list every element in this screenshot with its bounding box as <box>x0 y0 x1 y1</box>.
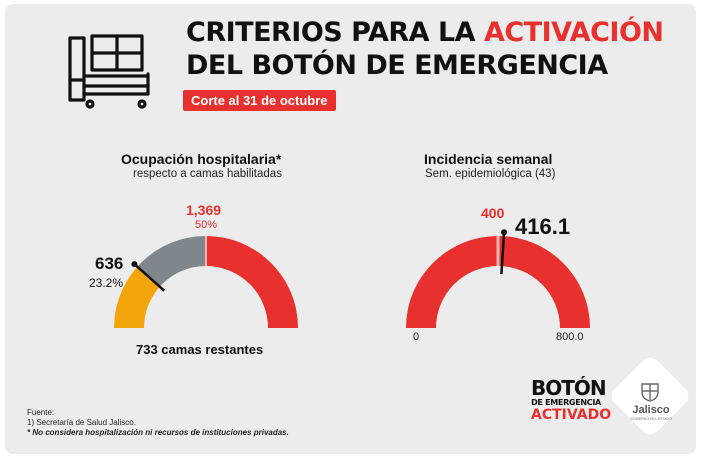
occupancy-gauge <box>114 236 298 328</box>
source-note: Fuente: 1) Secretaría de Salud Jalisco. … <box>27 408 289 438</box>
stamp-line2: DE EMERGENCIA <box>531 398 601 407</box>
logo-sub: GOBIERNO DEL ESTADO <box>630 417 672 421</box>
logo-name: Jalisco <box>632 404 670 416</box>
incidence-gauge <box>406 229 590 328</box>
emergency-stamp: BOTÓN DE EMERGENCIA ACTIVADO <box>531 376 612 423</box>
occupancy-subtitle: respecto a camas habilitadas <box>133 168 282 180</box>
incidence-current-marker <box>500 232 506 275</box>
incidence-current-dot <box>501 229 508 236</box>
stamp-line3: ACTIVADO <box>531 407 612 423</box>
incidence-max-label: 800.0 <box>556 331 584 343</box>
incidence-title: Incidencia semanal <box>424 151 553 167</box>
occupancy-current-pct: 23.2% <box>89 276 124 290</box>
occupancy-title: Ocupación hospitalaria* <box>121 151 282 167</box>
title-accent: ACTIVACIÓN <box>483 17 664 48</box>
occupancy-threshold-pct: 50% <box>195 219 218 231</box>
cutoff-badge: Corte al 31 de octubre <box>183 90 336 111</box>
hospital-bed-icon <box>68 34 150 109</box>
source-line: 1) Secretaría de Salud Jalisco. <box>27 418 136 427</box>
occupancy-margin-band <box>137 236 206 287</box>
stamp-line1: BOTÓN <box>531 376 607 400</box>
occupancy-current-value: 636 <box>95 254 124 273</box>
incidence-current-value: 416.1 <box>515 214 571 239</box>
incidence-subtitle: Sem. epidemiológica (43) <box>425 168 556 180</box>
occupancy-remaining: 733 camas restantes <box>136 342 264 357</box>
source-label: Fuente: <box>27 408 55 417</box>
incidence-min-label: 0 <box>413 331 420 343</box>
occupancy-current-dot <box>131 261 138 268</box>
occupancy-used-band <box>114 266 160 328</box>
incidence-threshold-value: 400 <box>481 205 505 221</box>
page-title: CRITERIOS PARA LA ACTIVACIÓN DEL BOTÓN D… <box>186 16 664 82</box>
title-line2: DEL BOTÓN DE EMERGENCIA <box>186 50 608 81</box>
occupancy-threshold-value: 1,369 <box>186 202 222 218</box>
occupancy-over-band <box>206 236 298 328</box>
infographic-card <box>5 4 696 454</box>
crest-icon <box>641 383 659 402</box>
title-line1: CRITERIOS PARA LA <box>186 17 484 48</box>
source-footnote: * No considera hospitalización ni recurs… <box>27 428 289 437</box>
occupancy-current-marker <box>133 263 166 292</box>
incidence-band <box>406 236 590 328</box>
